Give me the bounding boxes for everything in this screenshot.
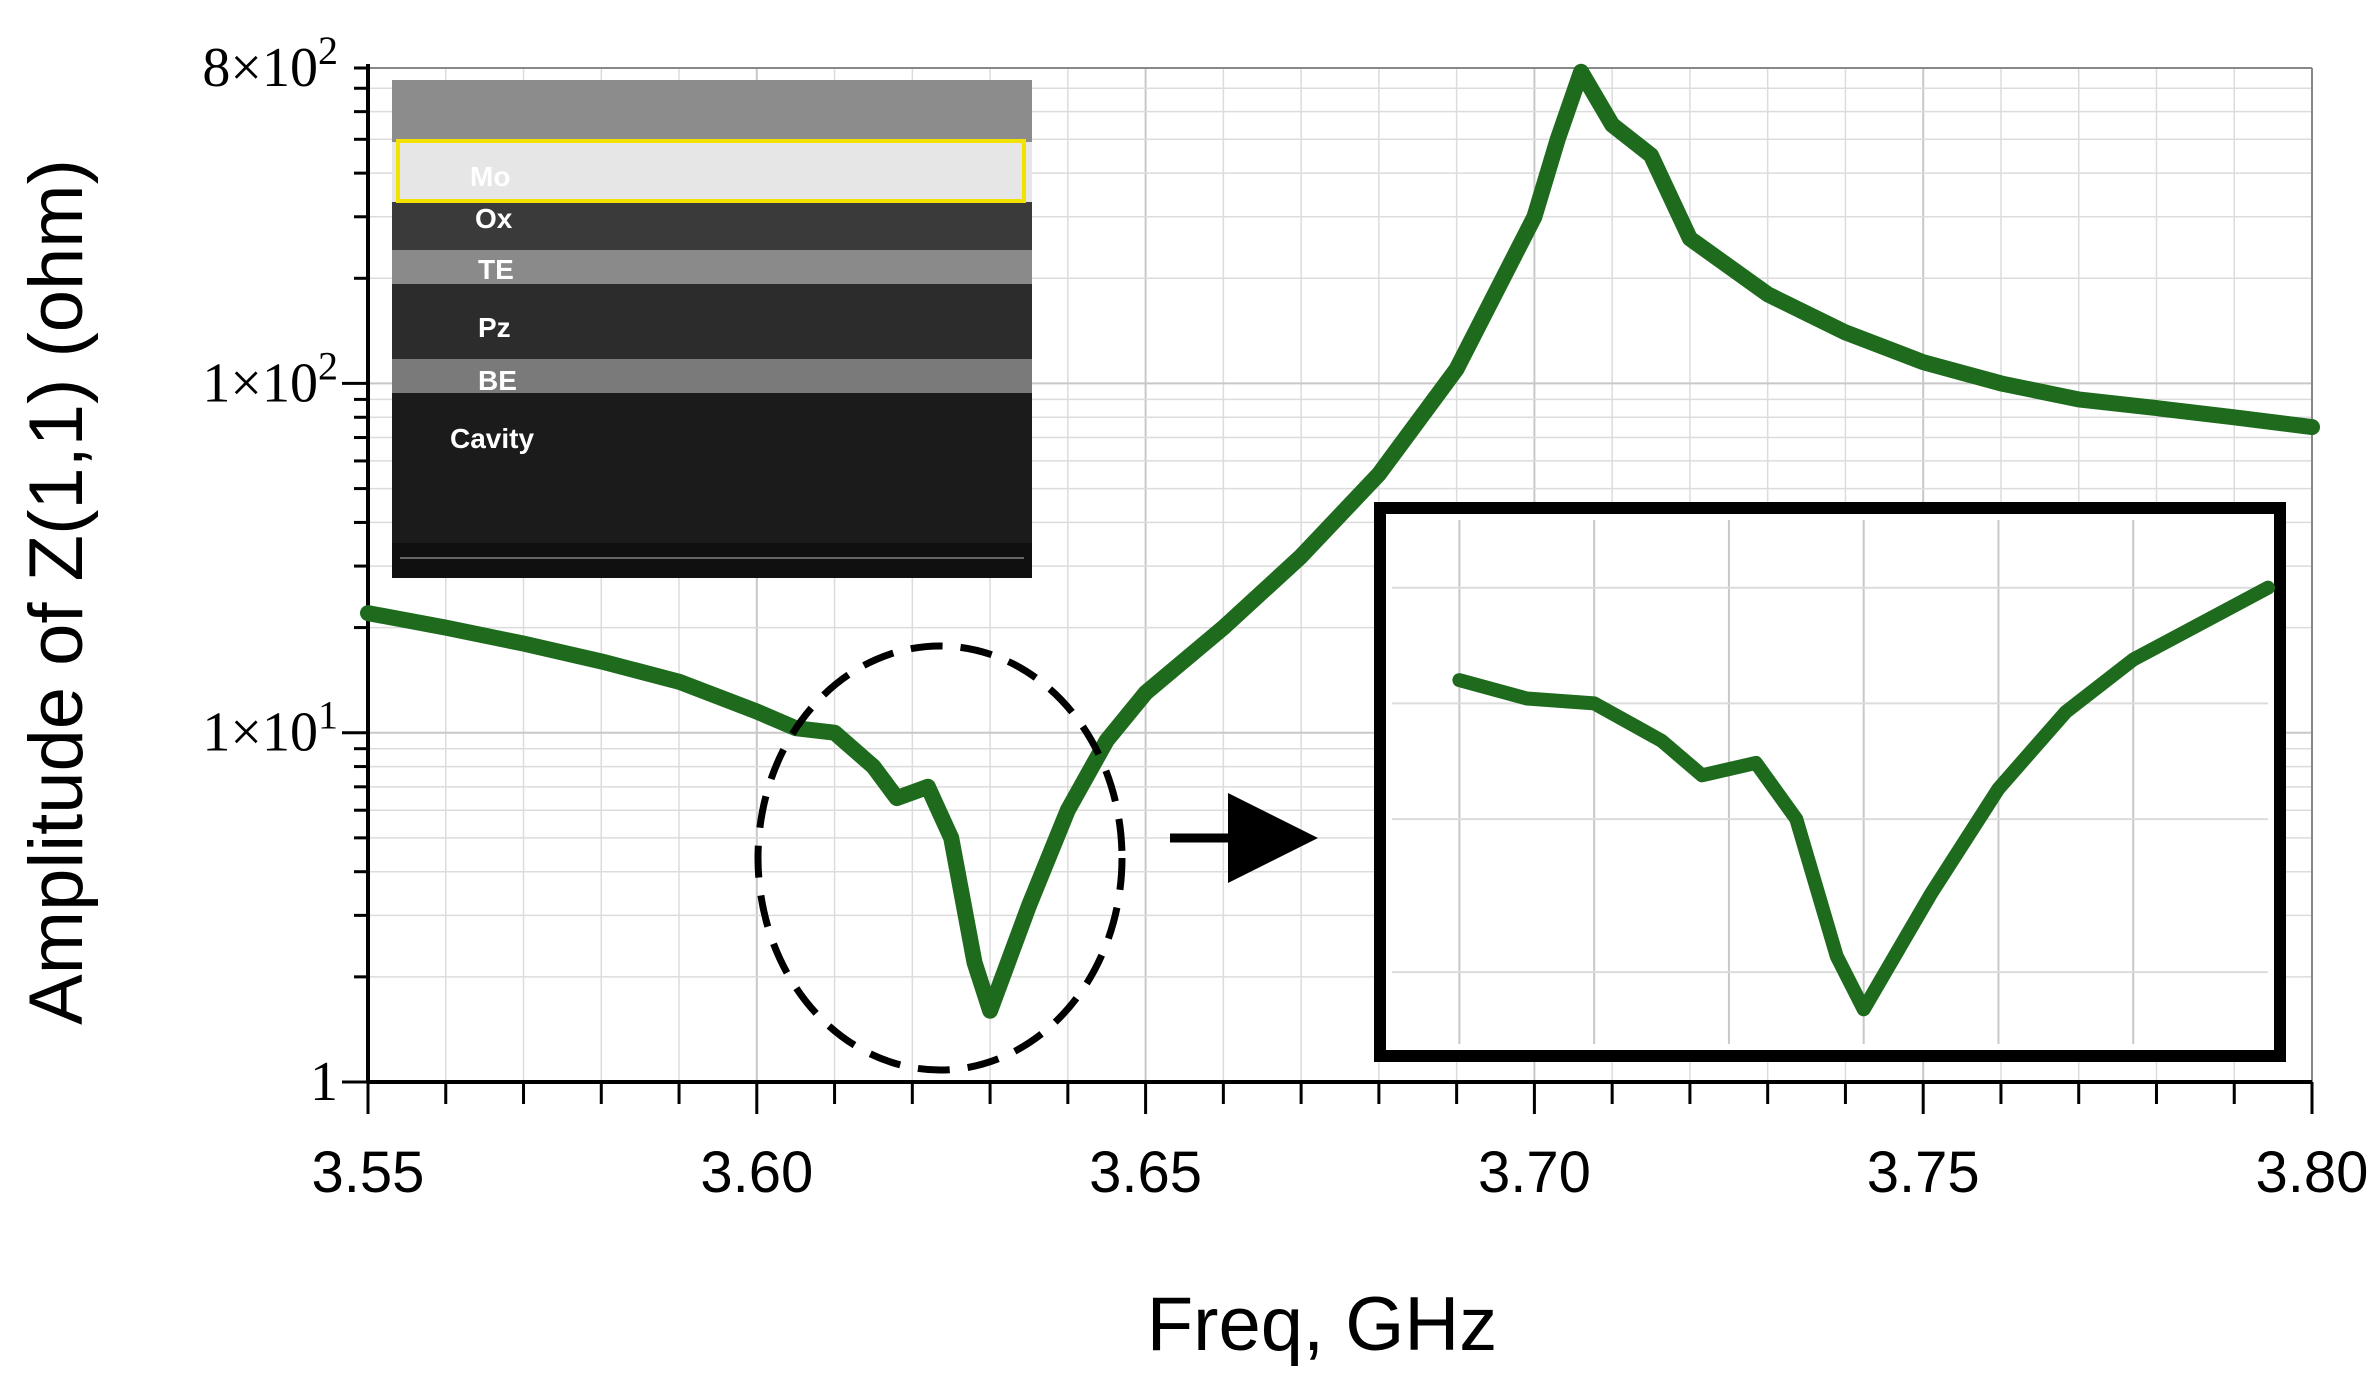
x-tick-label: 3.75 <box>1867 1140 1980 1205</box>
zoom-circle <box>754 642 1126 1074</box>
y-axis-title: Amplitude of Z(1,1) (ohm) <box>14 159 99 1025</box>
series-layer <box>360 63 2320 1019</box>
sem-layer-label: Ox <box>475 203 513 234</box>
sem-highlight-box <box>396 139 1026 203</box>
x-axis-title: Freq, GHz <box>1147 1282 1498 1367</box>
sem-top-layer <box>392 80 1032 142</box>
x-tick-label: 3.60 <box>700 1140 813 1205</box>
sem-layer-label: Mo <box>470 161 510 192</box>
sem-layer-label: BE <box>478 365 517 396</box>
y-tick-label: 8×102 <box>202 28 338 99</box>
zoom-inset-curve <box>1452 580 2275 1017</box>
sem-be-layer <box>392 359 1032 393</box>
sem-pz-layer <box>392 284 1032 359</box>
x-tick-label: 3.70 <box>1478 1140 1591 1205</box>
sem-te-layer <box>392 250 1032 284</box>
sem-cross-section-inset: Mo Ox TE Pz BE Cavity <box>392 80 1032 578</box>
sem-cavity-layer <box>392 393 1032 543</box>
zoom-inset-frame <box>1374 502 2286 1062</box>
zoom-inset-series <box>1452 580 2275 1017</box>
impedance-curve <box>360 63 2320 1019</box>
x-tick-label: 3.65 <box>1089 1140 1202 1205</box>
zoom-annotation <box>754 502 2286 1074</box>
x-tick-label: 3.55 <box>312 1140 425 1205</box>
y-tick-label: 1×102 <box>202 343 338 414</box>
x-tick-label: 3.80 <box>2256 1140 2369 1205</box>
sem-ox-layer <box>392 202 1032 250</box>
sem-layer-label: Cavity <box>450 423 534 454</box>
sem-layer-label: Pz <box>478 312 511 343</box>
y-tick-label: 1 <box>310 1051 338 1113</box>
sem-layer-label: TE <box>478 254 514 285</box>
axes: 3.55 3.60 3.65 3.70 3.75 3.80 1 1×101 1×102 8×102 <box>202 28 2368 1205</box>
sem-mo-layer <box>392 142 1032 202</box>
sem-info-bar <box>392 543 1032 578</box>
y-tick-label: 1×101 <box>202 693 338 764</box>
